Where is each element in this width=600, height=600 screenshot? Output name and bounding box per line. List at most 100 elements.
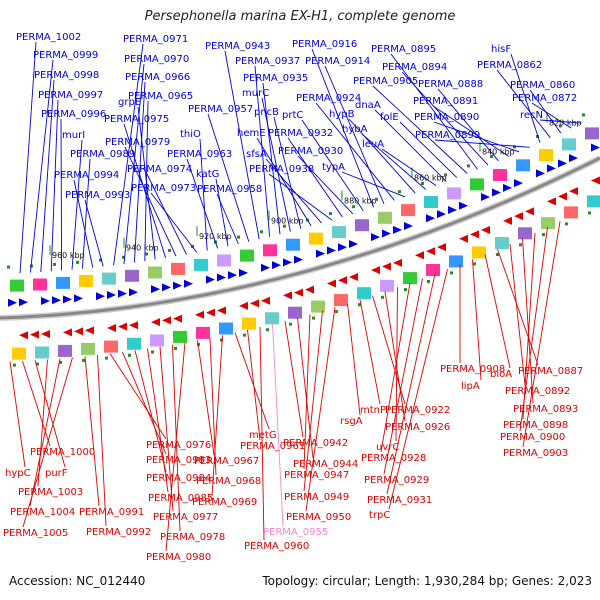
gene-label-top[interactable]: PERMA_0974 (127, 164, 192, 175)
gene-label-bottom[interactable]: PERMA_0976 (146, 440, 211, 451)
gene-label-top[interactable]: PERMA_1002 (16, 32, 81, 43)
gene-label-top[interactable]: PERMA_0998 (34, 70, 99, 81)
gene-label-bottom[interactable]: PERMA_0977 (153, 512, 218, 523)
gene-label-bottom[interactable]: purF (45, 468, 68, 479)
gene-label-bottom[interactable]: PERMA_0992 (86, 527, 151, 538)
gene-label-bottom[interactable]: PERMA_0960 (244, 541, 309, 552)
gene-label-bottom[interactable]: PERMA_0926 (385, 422, 450, 433)
gene-label-bottom[interactable]: trpC (369, 510, 390, 521)
gene-label-top[interactable]: PERMA_0888 (418, 79, 483, 90)
gene-label-top[interactable]: PERMA_0966 (125, 72, 190, 83)
gene-label-top[interactable]: pncB (254, 107, 279, 118)
gene-label-top[interactable]: prtC (282, 110, 303, 121)
gene-label-bottom[interactable]: PERMA_0978 (160, 532, 225, 543)
gene-label-bottom[interactable]: PERMA_1005 (3, 528, 68, 539)
gene-label-bottom[interactable]: PERMA_1004 (10, 507, 75, 518)
tick-label: 880 kbp (344, 197, 377, 206)
gene-label-bottom[interactable]: PERMA_1003 (18, 487, 83, 498)
gene-label-top[interactable]: leuA (362, 139, 384, 150)
gene-label-bottom[interactable]: PERMA_0922 (385, 405, 450, 416)
gene-label-top[interactable]: PERMA_0994 (54, 170, 119, 181)
gene-label-bottom[interactable]: PERMA_0944 (293, 459, 358, 470)
gene-label-top[interactable]: recN (520, 110, 543, 121)
gene-label-top[interactable]: PERMA_0975 (104, 114, 169, 125)
gene-label-top[interactable]: hypB (329, 109, 355, 120)
gene-label-bottom[interactable]: PERMA_0961 (240, 441, 305, 452)
gene-label-bottom[interactable]: PERMA_0908 (440, 364, 505, 375)
rna-label[interactable]: PERMA_0955 (263, 527, 328, 538)
gene-label-top[interactable]: PERMA_0938 (249, 164, 314, 175)
gene-label-top[interactable]: katG (196, 169, 219, 180)
gene-label-top[interactable]: PERMA_0894 (382, 62, 447, 73)
gene-label-top[interactable]: PERMA_0860 (510, 80, 575, 91)
gene-label-bottom[interactable]: PERMA_0931 (367, 495, 432, 506)
gene-label-top[interactable]: folE (380, 112, 399, 123)
gene-label-top[interactable]: PERMA_0958 (197, 184, 262, 195)
gene-label-top[interactable]: PERMA_0935 (243, 73, 308, 84)
gene-label-top[interactable]: grpE (118, 97, 141, 108)
gene-label-bottom[interactable]: PERMA_0947 (284, 470, 349, 481)
gene-label-top[interactable]: PERMA_0914 (305, 56, 370, 67)
gene-label-top[interactable]: murC (242, 88, 269, 99)
gene-label-bottom[interactable]: PERMA_0929 (364, 475, 429, 486)
gene-label-bottom[interactable]: PERMA_0968 (196, 476, 261, 487)
gene-label-bottom[interactable]: PERMA_0983 (146, 455, 211, 466)
gene-label-top[interactable]: PERMA_0890 (414, 112, 479, 123)
gene-label-top[interactable]: PERMA_0979 (105, 137, 170, 148)
gene-label-bottom[interactable]: lipA (461, 381, 480, 392)
gene-label-bottom[interactable]: rsgA (340, 416, 363, 427)
gene-label-top[interactable]: PERMA_0862 (477, 60, 542, 71)
gene-label-bottom[interactable]: PERMA_0928 (361, 453, 426, 464)
gene-label-top[interactable]: thiO (180, 129, 201, 140)
gene-label-bottom[interactable]: PERMA_0967 (194, 456, 259, 467)
gene-label-top[interactable]: PERMA_0999 (33, 50, 98, 61)
gene-label-top[interactable]: PERMA_0924 (296, 93, 361, 104)
gene-label-top[interactable]: PERMA_0905 (353, 76, 418, 87)
gene-label-top[interactable]: PERMA_0943 (205, 41, 270, 52)
gene-label-bottom[interactable]: PERMA_0892 (505, 386, 570, 397)
gene-label-bottom[interactable]: PERMA_1000 (30, 447, 95, 458)
gene-label-bottom[interactable]: PERMA_0893 (513, 404, 578, 415)
gene-label-bottom[interactable]: PERMA_0969 (192, 497, 257, 508)
gene-label-top[interactable]: PERMA_0963 (167, 149, 232, 160)
gene-label-top[interactable]: hisF (491, 44, 511, 55)
gene-label-top[interactable]: PERMA_0965 (128, 91, 193, 102)
gene-label-bottom[interactable]: mtnP (360, 405, 386, 416)
gene-label-top[interactable]: PERMA_0997 (38, 90, 103, 101)
gene-label-top[interactable]: PERMA_0895 (371, 44, 436, 55)
gene-label-bottom[interactable]: PERMA_0898 (503, 420, 568, 431)
gene-label-top[interactable]: PERMA_0993 (65, 190, 130, 201)
gene-label-bottom[interactable]: PERMA_0900 (500, 432, 565, 443)
gene-label-top[interactable]: PERMA_0970 (124, 54, 189, 65)
gene-label-bottom[interactable]: PERMA_0984 (146, 473, 211, 484)
gene-label-top[interactable]: PERMA_0899 (415, 130, 480, 141)
gene-label-top[interactable]: murI (62, 130, 85, 141)
gene-label-top[interactable]: PERMA_0891 (413, 96, 478, 107)
gene-label-top[interactable]: PERMA_0932 (268, 128, 333, 139)
gene-label-top[interactable]: hybA (342, 124, 368, 135)
gene-label-top[interactable]: PERMA_0973 (131, 183, 196, 194)
gene-label-top[interactable]: PERMA_0872 (512, 93, 577, 104)
gene-label-bottom[interactable]: PERMA_0985 (148, 493, 213, 504)
gene-label-top[interactable]: sfsA (246, 149, 267, 160)
gene-label-bottom[interactable]: uvrC (376, 442, 399, 453)
gene-label-bottom[interactable]: hypC (5, 468, 31, 479)
gene-label-bottom[interactable]: PERMA_0991 (79, 507, 144, 518)
gene-label-top[interactable]: hemE (237, 128, 266, 139)
gene-label-top[interactable]: PERMA_0971 (123, 34, 188, 45)
gene-label-top[interactable]: PERMA_0930 (278, 146, 343, 157)
gene-label-top[interactable]: typA (322, 162, 345, 173)
gene-label-bottom[interactable]: bioA (490, 369, 512, 380)
gene-label-bottom[interactable]: metG (249, 430, 277, 441)
gene-label-top[interactable]: PERMA_0989 (70, 149, 135, 160)
gene-label-bottom[interactable]: PERMA_0887 (518, 366, 583, 377)
gene-label-bottom[interactable]: PERMA_0949 (284, 492, 349, 503)
gene-label-top[interactable]: PERMA_0957 (188, 104, 253, 115)
gene-label-bottom[interactable]: PERMA_0903 (503, 448, 568, 459)
gene-label-top[interactable]: PERMA_0937 (235, 56, 300, 67)
gene-label-top[interactable]: dnaA (355, 100, 381, 111)
gene-label-top[interactable]: PERMA_0916 (292, 39, 357, 50)
gene-label-bottom[interactable]: PERMA_0950 (286, 512, 351, 523)
gene-label-bottom[interactable]: PERMA_0980 (146, 552, 211, 563)
gene-label-top[interactable]: PERMA_0996 (41, 109, 106, 120)
